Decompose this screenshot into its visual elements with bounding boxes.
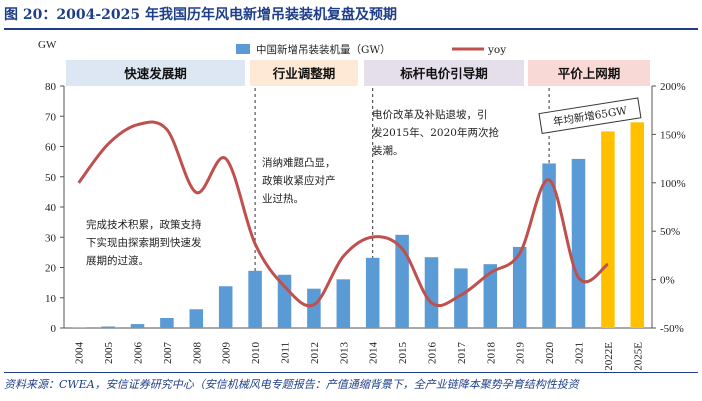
bar <box>218 286 233 328</box>
x-axis-tick-label: 2012 <box>309 342 321 364</box>
x-axis-tick-label: 2009 <box>221 342 233 365</box>
title-rule <box>4 28 698 30</box>
x-axis-tick-label: 2018 <box>485 342 497 365</box>
left-axis-tick-label: 0 <box>51 323 57 335</box>
bar <box>307 288 321 328</box>
x-axis-tick-label: 2025E <box>632 342 644 370</box>
legend: 中国新增吊装装机量（GW） yoy <box>236 43 506 56</box>
phase-banner <box>528 60 650 86</box>
forecast-callout-box <box>538 97 642 134</box>
x-axis-tick-label: 2022E <box>603 342 615 370</box>
annotation-text: 业过热。 <box>262 192 304 205</box>
bar <box>483 264 498 328</box>
legend-label-line: yoy <box>487 44 506 56</box>
right-axis-tick-label: -50% <box>660 323 684 335</box>
figure-title: 图 20：2004-2025 年我国历年风电新增吊装装机复盘及预期 <box>4 7 397 23</box>
x-axis-tick-label: 2017 <box>456 342 468 365</box>
x-axis-tick-label: 2020 <box>544 342 556 365</box>
phase-label: 快速发展期 <box>124 66 187 81</box>
x-axis-tick-label: 2019 <box>515 342 527 365</box>
x-axis-tick-label: 2013 <box>338 342 350 365</box>
annotation-text: 装潮。 <box>372 144 404 157</box>
x-axis-tick-label: 2010 <box>250 342 262 365</box>
phase-banner <box>66 60 245 86</box>
x-axis-tick-label: 2006 <box>133 342 145 365</box>
left-axis-tick-label: 50 <box>45 172 57 184</box>
x-axis-tick-label: 2008 <box>191 342 203 365</box>
left-axis-tick-label: 60 <box>45 142 57 154</box>
x-axis-tick-label: 2015 <box>397 342 409 365</box>
bar <box>395 234 409 328</box>
bar-series <box>71 122 645 328</box>
x-axis-tick-label: 2021 <box>574 342 586 364</box>
source-rule <box>4 372 698 373</box>
annotation-text: 完成技术积累，政策支持 <box>86 218 202 231</box>
bar <box>189 309 204 328</box>
legend-swatch-bars <box>236 44 250 54</box>
annotation-text: 电价改革及补贴退坡，引 <box>372 108 488 121</box>
left-axis-tick-label: 80 <box>45 81 57 93</box>
bar <box>630 122 645 328</box>
left-axis-tick-label: 10 <box>45 293 57 305</box>
bar <box>365 257 380 328</box>
left-axis-unit: GW <box>38 39 57 51</box>
bar <box>601 131 615 328</box>
bar <box>71 327 86 328</box>
chart: GW 0 10 20 30 40 50 60 70 80 -50% 0% 50% 100% 150% 200%… <box>38 39 686 370</box>
left-axis-tick-label: 30 <box>45 232 57 244</box>
phase-label: 平价上网期 <box>558 66 621 81</box>
annotation-text: 消纳难题凸显， <box>262 156 336 169</box>
x-axis-tick-label: 2016 <box>427 342 439 365</box>
left-axis-tick-label: 20 <box>45 263 57 275</box>
phase-label: 行业调整期 <box>272 66 336 81</box>
x-axis-tick-label: 2005 <box>103 342 115 365</box>
left-axis-tick-label: 40 <box>45 202 57 214</box>
x-axis-tick-label: 2011 <box>280 342 292 364</box>
annotation-text: 下实现由探索期到快速发 <box>86 236 202 249</box>
annotation-text: 发2015年、2020年两次抢 <box>372 126 499 139</box>
phase-banners: 快速发展期 行业调整期 标杆电价引导期 平价上网期 <box>66 60 650 328</box>
x-axis-tick-label: 2007 <box>162 342 174 365</box>
chart-axes: GW 0 10 20 30 40 50 60 70 80 -50% 0% 50% 100% 150% 200%… <box>38 39 686 370</box>
bar <box>160 318 174 328</box>
bar <box>542 163 556 328</box>
phase-label: 标杆电价引导期 <box>399 66 488 81</box>
phase-banner <box>364 60 524 86</box>
annotation-text: 展期的过渡。 <box>86 254 149 267</box>
bar <box>248 270 262 328</box>
left-axis-tick-label: 70 <box>45 111 57 123</box>
bar <box>130 324 145 328</box>
annotation-text: 政策收紧应对产 <box>262 174 336 187</box>
right-axis-tick-label: 200% <box>660 81 686 93</box>
legend-label-bars: 中国新增吊装装机量（GW） <box>256 43 391 56</box>
bar <box>571 158 586 328</box>
bar <box>424 257 439 328</box>
phase-banner <box>250 60 358 86</box>
x-axis-tick-label: 2004 <box>74 342 86 365</box>
bar <box>454 268 468 328</box>
right-axis-tick-label: 50% <box>660 226 680 238</box>
right-axis-tick-label: 100% <box>660 178 686 190</box>
right-axis-tick-label: 0% <box>660 275 675 287</box>
yoy-line <box>77 120 609 308</box>
bar <box>512 246 527 328</box>
forecast-callout: 年均新增65GW <box>538 97 642 134</box>
right-axis-tick-label: 150% <box>660 129 686 141</box>
bar <box>336 279 351 328</box>
bar <box>101 326 115 328</box>
x-axis-tick-label: 2014 <box>368 342 380 365</box>
yoy-series <box>77 120 609 308</box>
source-note: 资料来源：CWEA，安信证券研究中心（安信机械风电专题报告：产值通缩背景下，全产… <box>4 378 579 391</box>
